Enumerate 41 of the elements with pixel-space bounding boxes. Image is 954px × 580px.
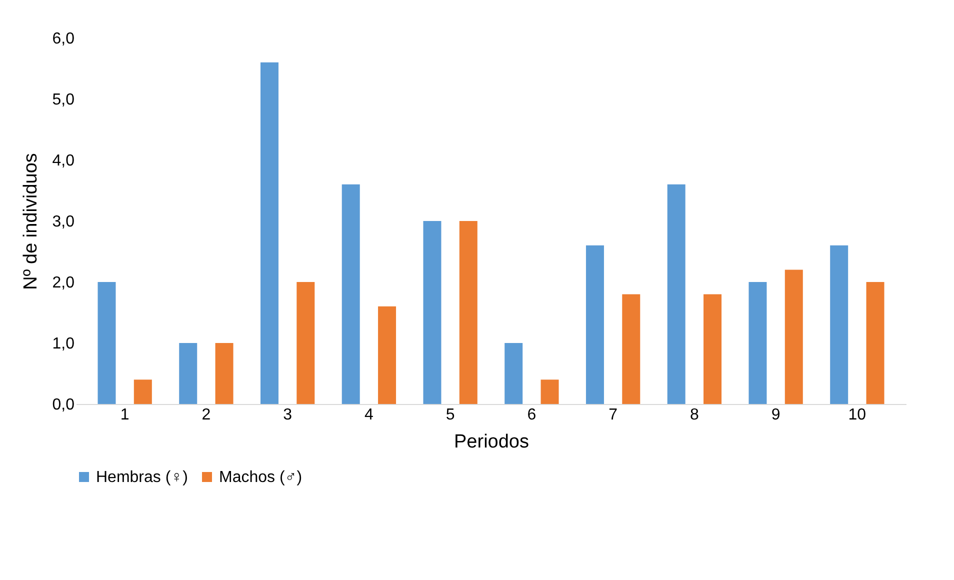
bar [504, 343, 523, 404]
y-tick-label: 3,0 [52, 214, 75, 230]
y-tick-label: 4,0 [52, 152, 75, 170]
bar [586, 245, 604, 404]
legend-label: Hembras (♀) [96, 469, 188, 486]
x-tick-label: 10 [848, 406, 866, 424]
bar [378, 306, 396, 404]
bar [134, 380, 152, 404]
x-tick-label: 4 [364, 406, 374, 424]
x-tick-label: 9 [771, 406, 780, 424]
legend-label: Machos (♂) [219, 469, 302, 486]
y-tick-label: 6,0 [52, 30, 75, 48]
bar [423, 221, 442, 404]
y-tick-label: 1,0 [52, 336, 75, 352]
x-tick-label: 8 [690, 406, 699, 424]
bar [260, 62, 278, 404]
bar [342, 184, 360, 404]
bar [784, 270, 803, 404]
bar [866, 282, 884, 404]
bar [704, 294, 722, 404]
y-axis-title: Nº de individuos [20, 153, 42, 290]
x-tick-label: 3 [283, 406, 292, 424]
y-tick-label: 5,0 [52, 92, 75, 108]
x-tick-label: 2 [202, 406, 211, 424]
x-tick-label: 6 [527, 406, 536, 424]
bar [459, 221, 478, 404]
x-tick-label: 7 [608, 406, 618, 424]
bar [179, 343, 198, 404]
bar [296, 282, 315, 404]
bar [748, 282, 767, 404]
y-tick-label: 0,0 [52, 396, 75, 414]
bar [622, 294, 640, 404]
x-tick-label: 5 [446, 406, 455, 424]
y-tick-label: 2,0 [52, 274, 75, 292]
x-axis-title: Periodos [454, 432, 529, 452]
bar [830, 245, 848, 404]
bar [215, 343, 234, 404]
x-tick-label: 1 [120, 406, 130, 424]
bar [98, 282, 116, 404]
bar [667, 184, 686, 404]
bar [540, 380, 559, 404]
